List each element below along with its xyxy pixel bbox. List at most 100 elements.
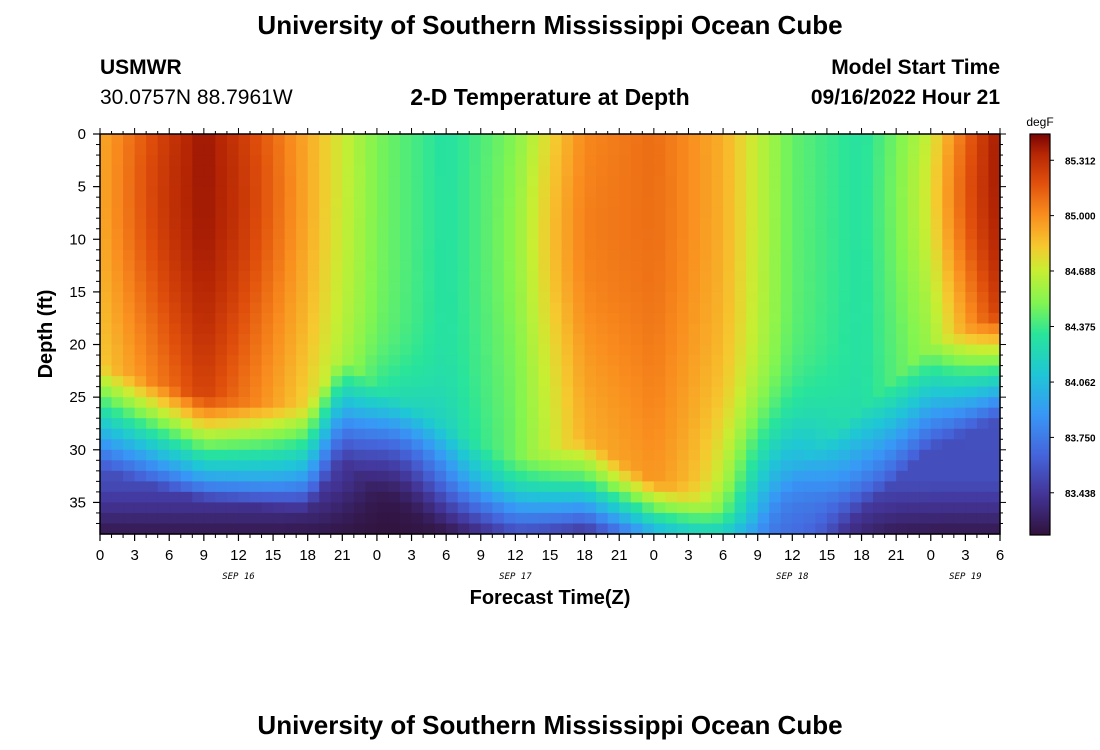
heatmap-cell [273, 334, 286, 346]
heatmap-cell [757, 418, 770, 430]
heatmap-cell [284, 228, 297, 240]
heatmap-cell [146, 407, 159, 419]
heatmap-cell [850, 134, 863, 146]
heatmap-cell [503, 439, 516, 451]
heatmap-cell [873, 418, 886, 430]
heatmap-cell [296, 165, 309, 177]
heatmap-cell [919, 197, 932, 209]
heatmap-cell [734, 344, 747, 356]
heatmap-cell [919, 260, 932, 272]
heatmap-cell [803, 407, 816, 419]
heatmap-cell [215, 428, 228, 440]
heatmap-cell [284, 270, 297, 282]
heatmap-cell [342, 481, 355, 493]
heatmap-cell [492, 323, 505, 335]
heatmap-cell [700, 470, 713, 482]
heatmap-cell [757, 386, 770, 398]
heatmap-cell [769, 439, 782, 451]
heatmap-cell [446, 397, 459, 409]
heatmap-cell [111, 165, 124, 177]
heatmap-cell [111, 228, 124, 240]
heatmap-cell [676, 439, 690, 451]
heatmap-cell [169, 165, 182, 177]
heatmap-cell [792, 144, 805, 156]
heatmap-cell [723, 365, 736, 377]
heatmap-cell [561, 470, 574, 482]
heatmap-cell [353, 176, 366, 188]
heatmap-cell [596, 144, 609, 156]
heatmap-cell [850, 260, 863, 272]
heatmap-cell [907, 428, 920, 440]
heatmap-cell [584, 481, 597, 493]
heatmap-cell [330, 228, 343, 240]
heatmap-cell [838, 344, 851, 356]
heatmap-cell [457, 418, 470, 430]
heatmap-cell [561, 312, 574, 325]
heatmap-cell [988, 344, 1001, 356]
heatmap-cell [296, 491, 309, 504]
heatmap-cell [423, 502, 436, 514]
heatmap-cell [838, 460, 851, 472]
heatmap-cell [676, 481, 690, 493]
heatmap-cell [480, 418, 493, 430]
heatmap-cell [134, 397, 147, 409]
heatmap-cell [769, 523, 782, 535]
heatmap-cell [480, 239, 493, 251]
heatmap-cell [342, 239, 355, 251]
heatmap-cell [123, 365, 136, 377]
heatmap-cell [861, 491, 874, 504]
heatmap-cell [665, 523, 678, 535]
heatmap-cell [157, 270, 170, 282]
heatmap-cell [538, 439, 551, 451]
heatmap-cell [365, 386, 378, 398]
heatmap-cell [769, 165, 782, 177]
heatmap-cell [723, 355, 736, 367]
heatmap-cell [838, 207, 851, 219]
heatmap-cell [423, 470, 436, 482]
heatmap-cell [919, 134, 932, 146]
heatmap-cell [388, 470, 401, 482]
heatmap-cell [826, 165, 840, 177]
heatmap-cell [573, 218, 586, 230]
heatmap-cell [238, 470, 251, 482]
heatmap-cell [273, 407, 286, 419]
heatmap-cell [376, 312, 390, 325]
heatmap-cell [665, 502, 678, 514]
heatmap-cell [596, 502, 609, 514]
heatmap-cell [388, 428, 401, 440]
heatmap-cell [803, 334, 816, 346]
heatmap-cell [273, 165, 286, 177]
heatmap-cell [965, 460, 978, 472]
heatmap-cell [700, 439, 713, 451]
heatmap-cell [815, 439, 828, 451]
heatmap-cell [226, 218, 240, 230]
heatmap-cell [919, 207, 932, 219]
heatmap-cell [319, 449, 332, 461]
heatmap-cell [307, 470, 320, 482]
x-tick-label: 3 [961, 547, 969, 564]
heatmap-cell [919, 397, 932, 409]
heatmap-cell [250, 134, 263, 146]
heatmap-cell [215, 460, 228, 472]
heatmap-cell [976, 470, 990, 482]
heatmap-cell [157, 428, 170, 440]
heatmap-cell [815, 523, 828, 535]
heatmap-cell [434, 449, 447, 461]
heatmap-cell [873, 291, 886, 304]
heatmap-cell [665, 397, 678, 409]
heatmap-cell [388, 207, 401, 219]
heatmap-cell [642, 155, 655, 167]
heatmap-cell [988, 397, 1001, 409]
heatmap-cell [723, 407, 736, 419]
heatmap-cell [307, 144, 320, 156]
heatmap-cell [284, 502, 297, 514]
heatmap-cell [573, 449, 586, 461]
heatmap-cell [376, 197, 390, 209]
heatmap-cell [665, 155, 678, 167]
heatmap-cell [746, 334, 759, 346]
heatmap-cell [884, 302, 897, 314]
heatmap-cell [976, 312, 990, 325]
heatmap-cell [273, 197, 286, 209]
heatmap-cell [376, 228, 390, 240]
heatmap-cell [457, 134, 470, 146]
